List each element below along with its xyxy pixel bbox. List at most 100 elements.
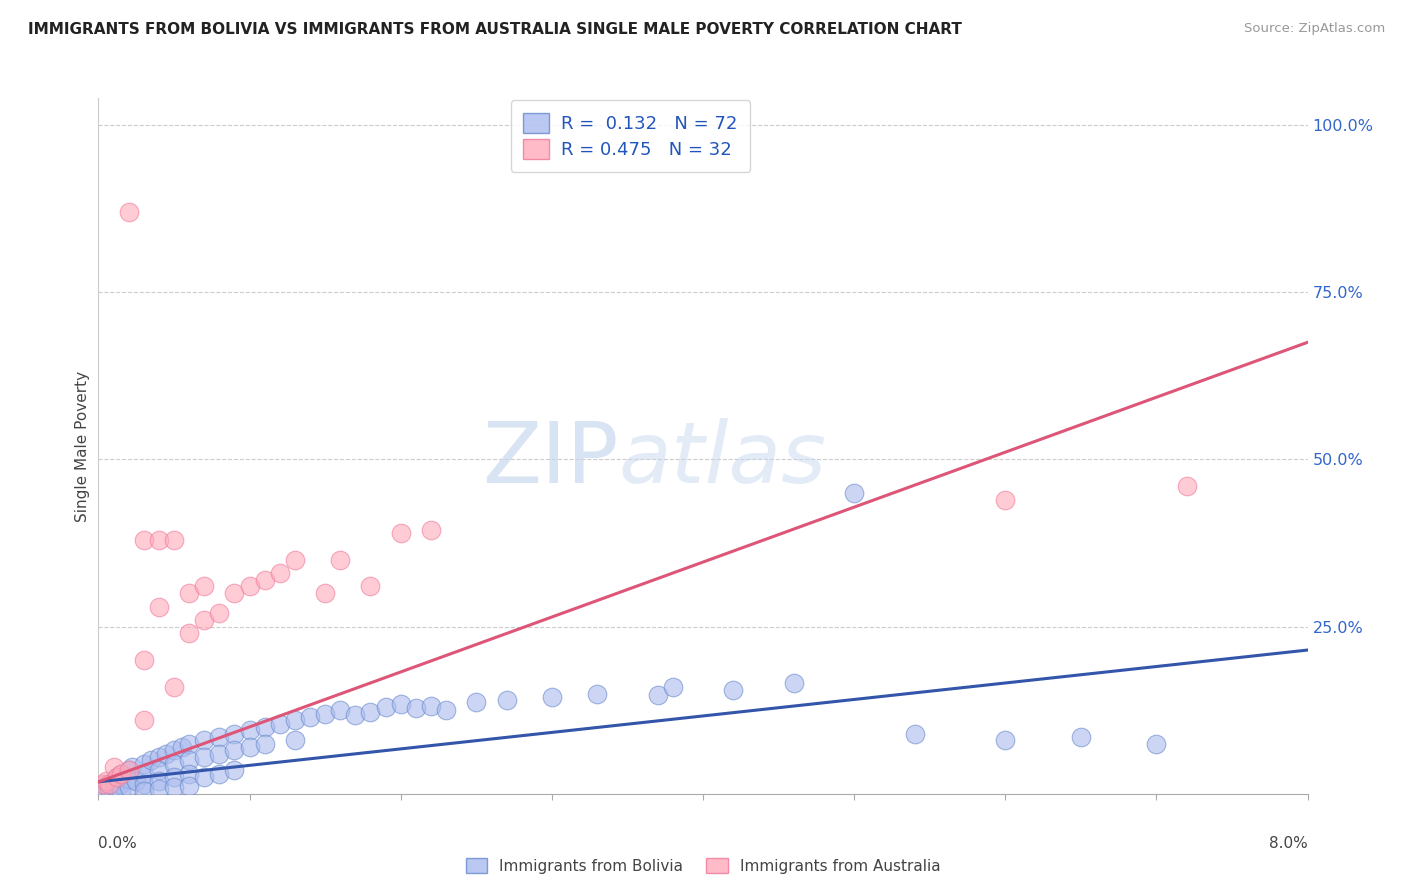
Point [179, 779, 201, 793]
Point [148, 533, 170, 547]
Point [193, 580, 215, 594]
Point [179, 737, 201, 751]
Text: atlas: atlas [619, 418, 827, 501]
Point [110, 766, 132, 781]
Point [239, 723, 262, 738]
Point [224, 764, 246, 778]
Point [148, 773, 170, 788]
Point [269, 716, 291, 731]
Point [329, 552, 352, 567]
Y-axis label: Single Male Poverty: Single Male Poverty [75, 370, 90, 522]
Point [98, 781, 121, 796]
Legend: R =  0.132   N = 72, R = 0.475   N = 32: R = 0.132 N = 72, R = 0.475 N = 32 [510, 100, 751, 171]
Point [994, 733, 1017, 747]
Point [121, 760, 143, 774]
Text: 8.0%: 8.0% [1268, 836, 1308, 851]
Point [148, 781, 170, 796]
Point [148, 599, 170, 614]
Point [132, 766, 155, 781]
Point [179, 626, 201, 640]
Point [420, 698, 443, 713]
Point [91, 777, 114, 791]
Point [118, 205, 141, 219]
Point [253, 573, 276, 587]
Text: ZIP: ZIP [482, 418, 619, 501]
Point [118, 764, 141, 778]
Point [163, 533, 186, 547]
Point [344, 708, 367, 723]
Point [299, 710, 322, 724]
Point [844, 485, 866, 500]
Point [647, 688, 669, 702]
Point [224, 586, 246, 600]
Point [148, 764, 170, 778]
Point [374, 699, 396, 714]
Point [179, 586, 201, 600]
Point [141, 753, 163, 767]
Point [405, 701, 427, 715]
Point [118, 772, 141, 787]
Point [105, 770, 128, 784]
Point [91, 780, 114, 794]
Point [163, 743, 186, 757]
Point [170, 740, 193, 755]
Point [163, 680, 186, 694]
Point [224, 726, 246, 740]
Point [1146, 737, 1168, 751]
Legend: Immigrants from Bolivia, Immigrants from Australia: Immigrants from Bolivia, Immigrants from… [460, 852, 946, 880]
Point [239, 580, 262, 594]
Point [723, 683, 745, 698]
Point [125, 773, 148, 788]
Point [118, 780, 141, 794]
Point [389, 526, 412, 541]
Point [132, 533, 155, 547]
Point [434, 703, 457, 717]
Point [360, 580, 382, 594]
Point [94, 777, 117, 791]
Point [163, 770, 186, 784]
Point [132, 777, 155, 791]
Point [98, 777, 121, 791]
Point [224, 743, 246, 757]
Point [1070, 730, 1092, 744]
Point [179, 753, 201, 767]
Point [132, 714, 155, 728]
Point [586, 687, 609, 701]
Point [105, 770, 128, 784]
Point [148, 750, 170, 764]
Point [284, 552, 307, 567]
Point [904, 726, 927, 740]
Point [193, 733, 215, 747]
Point [103, 773, 125, 788]
Point [132, 783, 155, 797]
Point [314, 706, 336, 721]
Point [132, 756, 155, 771]
Point [239, 740, 262, 755]
Point [208, 747, 231, 761]
Point [163, 756, 186, 771]
Point [284, 714, 307, 728]
Point [360, 705, 382, 719]
Point [94, 773, 117, 788]
Text: IMMIGRANTS FROM BOLIVIA VS IMMIGRANTS FROM AUSTRALIA SINGLE MALE POVERTY CORRELA: IMMIGRANTS FROM BOLIVIA VS IMMIGRANTS FR… [28, 22, 962, 37]
Point [193, 613, 215, 627]
Point [110, 783, 132, 797]
Point [253, 737, 276, 751]
Point [994, 492, 1017, 507]
Point [118, 764, 141, 778]
Point [193, 750, 215, 764]
Point [193, 770, 215, 784]
Point [284, 733, 307, 747]
Point [329, 703, 352, 717]
Text: Source: ZipAtlas.com: Source: ZipAtlas.com [1244, 22, 1385, 36]
Point [314, 586, 336, 600]
Point [208, 730, 231, 744]
Point [110, 766, 132, 781]
Point [420, 523, 443, 537]
Point [103, 779, 125, 793]
Point [103, 760, 125, 774]
Text: 0.0%: 0.0% [98, 836, 138, 851]
Point [495, 693, 517, 707]
Point [1175, 479, 1198, 493]
Point [132, 653, 155, 667]
